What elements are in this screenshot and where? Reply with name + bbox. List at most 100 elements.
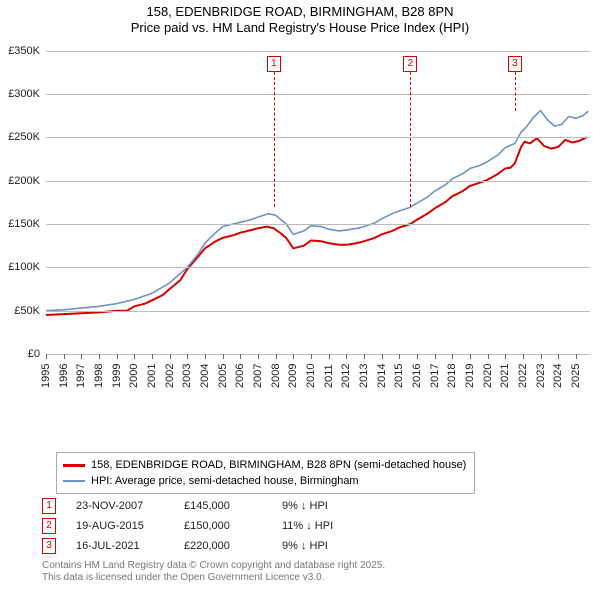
legend-swatch-2 [63,480,85,482]
plot-svg [46,42,590,354]
chart-marker-line-2 [410,72,412,207]
chart-title: 158, EDENBRIDGE ROAD, BIRMINGHAM, B28 8P… [0,0,600,37]
x-tick-label: 2011 [323,364,335,388]
attribution-line-1: Contains HM Land Registry data © Crown c… [42,560,385,572]
x-tick-mark [523,354,524,359]
x-tick-label: 2015 [393,364,405,388]
x-tick-label: 2009 [287,364,299,388]
transaction-date: 19-AUG-2015 [76,520,164,532]
transaction-price: £220,000 [184,540,262,552]
x-tick-label: 2023 [535,364,547,388]
x-tick-mark [223,354,224,359]
chart-marker-line-3 [515,72,517,112]
transaction-marker: 1 [42,498,56,514]
transaction-delta: 9% ↓ HPI [282,500,328,512]
x-tick-mark [293,354,294,359]
legend-label-2: HPI: Average price, semi-detached house,… [91,475,359,487]
gridline [46,267,590,268]
x-tick-label: 2012 [340,364,352,388]
x-tick-mark [346,354,347,359]
x-tick-label: 2002 [164,364,176,388]
x-tick-mark [417,354,418,359]
x-tick-mark [452,354,453,359]
legend-row-2: HPI: Average price, semi-detached house,… [63,473,466,489]
x-tick-label: 2003 [181,364,193,388]
legend-row-1: 158, EDENBRIDGE ROAD, BIRMINGHAM, B28 8P… [63,457,466,473]
x-tick-mark [488,354,489,359]
gridline [46,94,590,95]
x-tick-mark [399,354,400,359]
x-tick-mark [187,354,188,359]
x-tick-mark [134,354,135,359]
series-hpi [46,111,588,311]
x-tick-label: 2016 [411,364,423,388]
x-tick-mark [99,354,100,359]
x-tick-mark [364,354,365,359]
y-tick-label: £50K [6,305,40,317]
x-tick-label: 2001 [146,364,158,388]
y-tick-label: £200K [6,175,40,187]
gridline [46,51,590,52]
x-tick-mark [505,354,506,359]
transaction-delta: 9% ↓ HPI [282,540,328,552]
x-axis-ticks: 1995199619971998199920002001200220032004… [46,354,590,396]
transaction-row: 1 23-NOV-2007 £145,000 9% ↓ HPI [42,496,333,516]
x-tick-label: 2006 [234,364,246,388]
x-tick-mark [470,354,471,359]
x-tick-mark [558,354,559,359]
x-tick-mark [541,354,542,359]
plot-area: 1 2 3 [46,42,590,355]
x-tick-label: 2010 [305,364,317,388]
transactions-block: 1 23-NOV-2007 £145,000 9% ↓ HPI 2 19-AUG-2015… [42,496,333,556]
x-tick-mark [435,354,436,359]
transaction-row: 2 19-AUG-2015 £150,000 11% ↓ HPI [42,516,333,536]
chart-area: 123 199519961997199819992000200120022003… [6,42,590,396]
transaction-delta: 11% ↓ HPI [282,520,333,532]
transaction-date: 23-NOV-2007 [76,500,164,512]
x-tick-label: 2014 [376,364,388,388]
x-tick-mark [46,354,47,359]
transaction-row: 3 16-JUL-2021 £220,000 9% ↓ HPI [42,536,333,556]
transaction-price: £145,000 [184,500,262,512]
x-tick-label: 2020 [482,364,494,388]
chart-marker-1: 1 [267,56,281,72]
x-tick-mark [64,354,65,359]
transaction-marker: 3 [42,538,56,554]
y-tick-label: £0 [6,348,40,360]
x-tick-mark [170,354,171,359]
x-tick-mark [311,354,312,359]
x-tick-mark [152,354,153,359]
x-tick-label: 2024 [552,364,564,388]
y-tick-label: £300K [6,88,40,100]
legend-swatch-1 [63,464,85,467]
gridline [46,181,590,182]
x-tick-mark [329,354,330,359]
chart-marker-line-1 [274,72,276,207]
legend-label-1: 158, EDENBRIDGE ROAD, BIRMINGHAM, B28 8P… [91,459,466,471]
chart-marker-3: 3 [508,56,522,72]
gridline [46,311,590,312]
x-tick-label: 1996 [58,364,70,388]
x-tick-label: 2021 [499,364,511,388]
transaction-date: 16-JUL-2021 [76,540,164,552]
attribution: Contains HM Land Registry data © Crown c… [42,560,385,584]
x-tick-label: 1995 [40,364,52,388]
y-tick-label: £350K [6,45,40,57]
x-tick-label: 2008 [270,364,282,388]
chart-root: 158, EDENBRIDGE ROAD, BIRMINGHAM, B28 8P… [0,0,600,590]
legend: 158, EDENBRIDGE ROAD, BIRMINGHAM, B28 8P… [56,452,475,494]
x-tick-label: 2017 [429,364,441,388]
chart-marker-2: 2 [403,56,417,72]
x-tick-label: 1998 [93,364,105,388]
x-tick-mark [81,354,82,359]
x-tick-label: 2005 [217,364,229,388]
attribution-line-2: This data is licensed under the Open Gov… [42,572,385,584]
title-line-2: Price paid vs. HM Land Registry's House … [0,20,600,36]
x-tick-mark [276,354,277,359]
x-tick-mark [258,354,259,359]
transaction-price: £150,000 [184,520,262,532]
transaction-marker: 2 [42,518,56,534]
x-tick-mark [240,354,241,359]
gridline [46,137,590,138]
x-tick-label: 2018 [446,364,458,388]
